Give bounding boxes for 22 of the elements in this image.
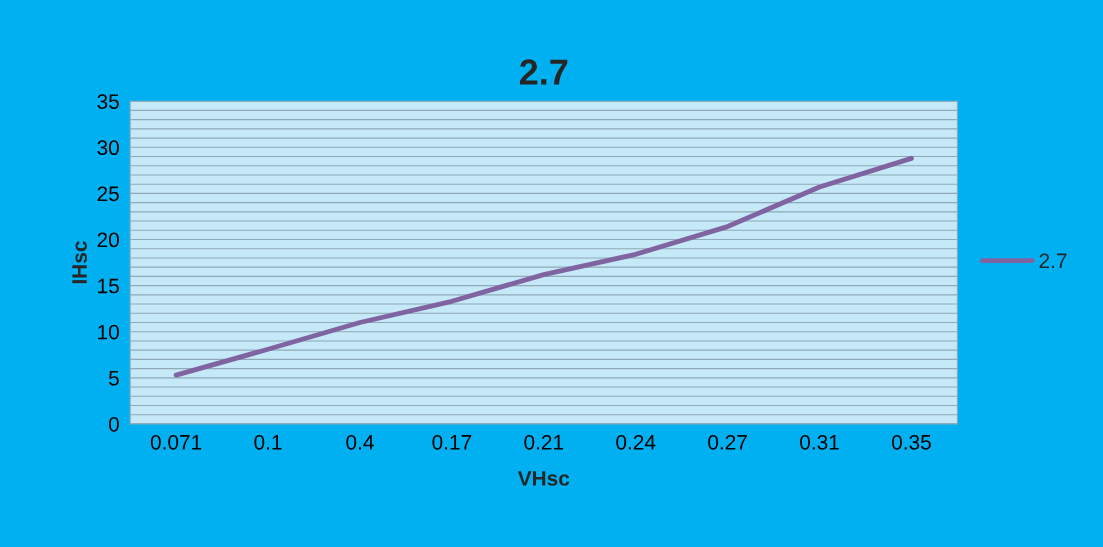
y-tick-label: 0 [108, 416, 119, 432]
x-axis-title: VHsc [517, 471, 570, 486]
x-tick-label: 0.24 [616, 434, 656, 450]
y-tick-label: 35 [97, 94, 119, 109]
y-tick-label: 25 [97, 186, 119, 202]
y-axis-title: IHsc [72, 241, 87, 284]
x-tick-label: 0.27 [708, 434, 747, 450]
legend-label: 2.7 [1039, 253, 1067, 268]
y-tick-label: 15 [98, 278, 119, 294]
y-tick-label: 30 [97, 140, 119, 156]
y-tick-label: 10 [98, 324, 119, 340]
x-tick-label: 0.35 [891, 434, 931, 450]
x-tick-label: 0.071 [150, 434, 202, 450]
x-tick-label: 0.1 [254, 434, 282, 450]
x-tick-label: 0.21 [524, 434, 564, 450]
y-tick-label: 5 [108, 371, 119, 386]
line-series [173, 155, 914, 378]
x-tick-label: 0.17 [432, 434, 472, 450]
x-tick-label: 0.4 [346, 434, 374, 450]
x-tick-label: 0.31 [800, 434, 839, 450]
y-tick-label: 20 [97, 232, 119, 248]
chart-title: 2.7 [519, 59, 568, 85]
